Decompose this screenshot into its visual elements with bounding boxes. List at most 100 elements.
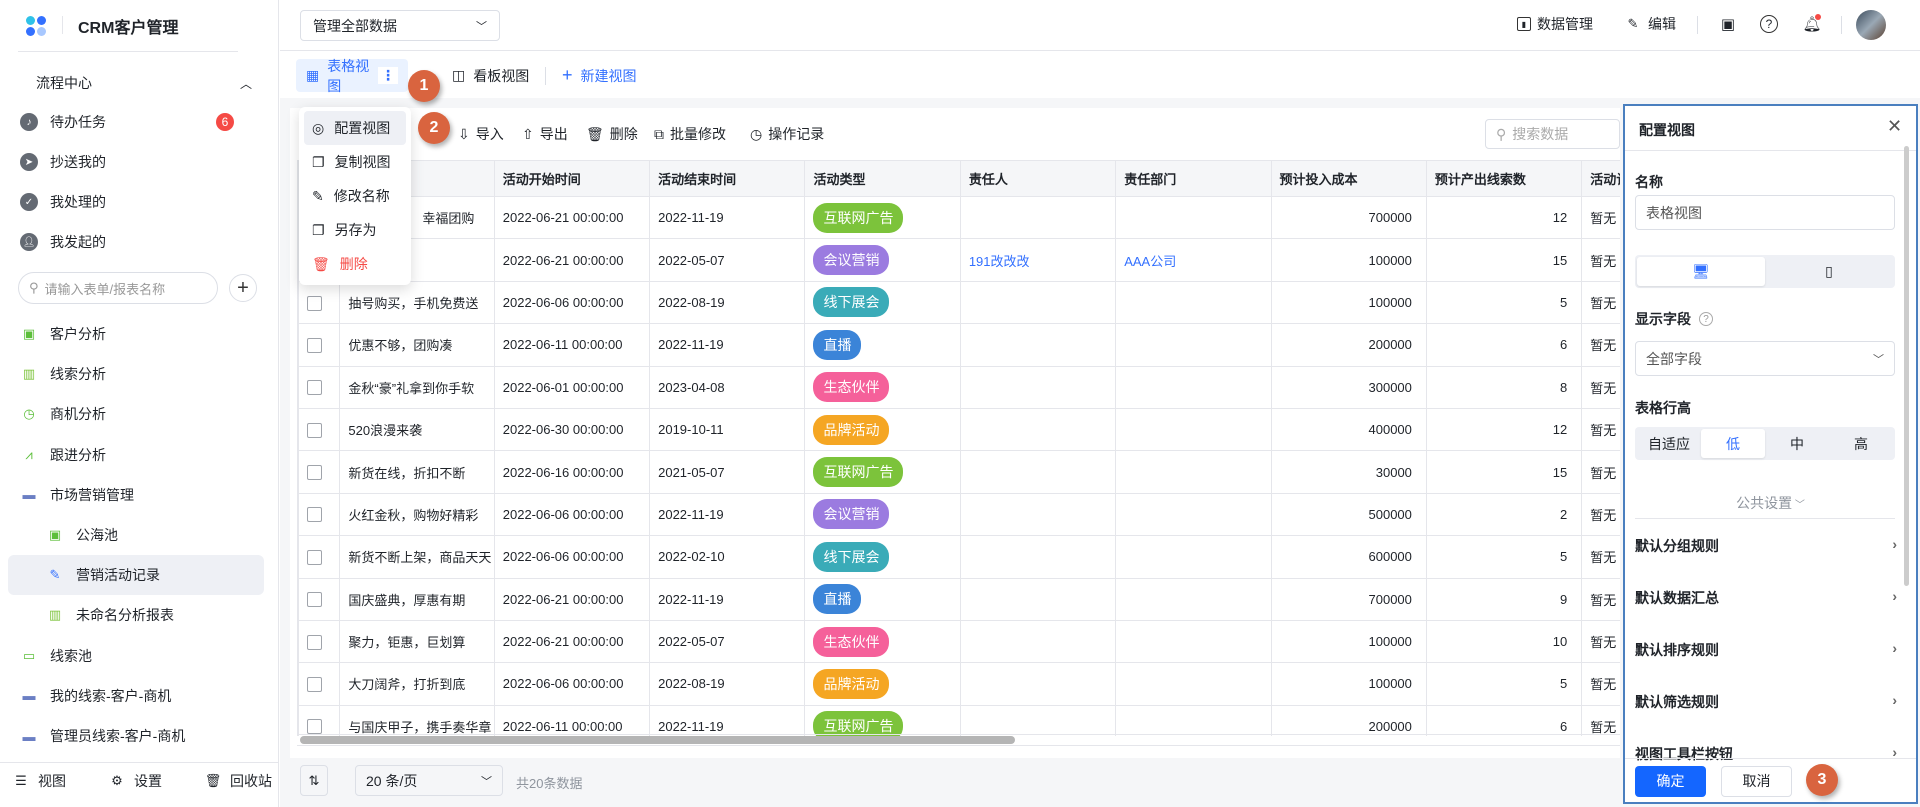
help-icon[interactable]: ? [1760,15,1778,33]
table-cell[interactable]: AAA公司 [1115,238,1272,282]
sidebar-item-task[interactable]: 👤︎ 我发起的 [18,224,264,260]
sidebar-item-task[interactable]: ✓ 我处理的 [18,184,264,220]
data-manage-button[interactable]: ▮ 数据管理 [1517,14,1593,34]
panel-scrollbar[interactable] [1904,146,1909,586]
column-header[interactable]: 预计投入成本 [1270,160,1427,197]
row-checkbox[interactable] [307,719,322,735]
table-row[interactable]: 优惠不够，团购凑 2022-06-11 00:00:00 2022-11-19 直播 2… [298,323,1620,367]
row-checkbox[interactable] [307,592,322,608]
rule-row[interactable]: 视图工具栏按钮 › [1635,744,1897,764]
rule-row[interactable]: 默认分组规则 › [1635,536,1897,556]
table-cell[interactable] [1115,577,1272,621]
sidebar-item[interactable]: ▬ 我的线索-客户-商机 [18,678,264,714]
sidebar-item[interactable]: ▣ 客户分析 [18,316,264,352]
row-height-option[interactable]: 中 [1790,435,1804,452]
cancel-button[interactable]: 取消 [1721,766,1792,797]
view-name-input[interactable]: 表格视图 [1635,195,1895,230]
recycle-bin-button[interactable]: 🗑 回收站 [204,771,272,791]
display-fields-select[interactable]: 全部字段 ﹀ [1635,341,1895,376]
settings-button[interactable]: ⚙ 设置 [108,771,162,791]
row-height-toggle-button[interactable]: ⇅ [300,765,328,796]
row-checkbox[interactable] [307,465,322,481]
menu-item-4[interactable]: 🗑︎ 删除 [304,247,406,281]
table-row[interactable]: 抽号购买，手机免费送 2022-06-06 00:00:00 2022-08-19 线… [298,280,1620,325]
menu-item-1[interactable]: ❐ 复制视图 [304,145,406,179]
table-cell[interactable] [959,365,1117,409]
rule-row[interactable]: 默认排序规则 › [1635,640,1897,660]
data-scope-select[interactable]: 管理全部数据 ﹀ [300,10,500,41]
row-checkbox[interactable] [307,380,322,396]
table-cell[interactable] [1115,492,1272,537]
export-button[interactable]: ⇧ 导出 [522,124,568,144]
horizontal-scrollbar-track[interactable] [297,734,1620,746]
row-checkbox[interactable] [307,507,322,523]
menu-item-0[interactable]: ◎ 配置视图 [304,111,406,145]
table-cell[interactable] [1115,619,1272,664]
table-cell[interactable] [959,407,1117,452]
tab-kanban-view[interactable]: ◫ 看板视图 [442,59,539,92]
rule-row[interactable]: 默认筛选规则 › [1635,692,1897,712]
column-header[interactable]: 活动计划 [1581,160,1620,197]
common-settings-toggle[interactable]: 公共设置 ﹀ [1625,493,1916,513]
operation-log-button[interactable]: ◷ 操作记录 [750,124,824,144]
confirm-button[interactable]: 确定 [1635,766,1706,797]
table-cell[interactable] [959,323,1117,367]
column-header[interactable]: 责任部门 [1115,160,1272,197]
table-cell[interactable] [959,450,1117,494]
view-button[interactable]: ☰ 视图 [12,771,66,791]
horizontal-scrollbar[interactable] [300,736,1015,744]
menu-item-3[interactable]: ❐ 另存为 [304,213,406,247]
sidebar-item[interactable]: ⩘ 跟进分析 [18,437,264,473]
row-checkbox[interactable] [307,295,322,311]
table-cell[interactable] [959,492,1117,537]
more-vertical-icon[interactable]: ⋮ [378,67,398,84]
table-row[interactable]: 幸福团购 2022-06-21 00:00:00 2022-11-19 互联网广告 70… [298,195,1620,240]
table-cell[interactable] [1115,662,1272,706]
table-cell[interactable] [1115,704,1272,736]
table-cell[interactable] [1115,280,1272,325]
sidebar-item[interactable]: ▣ 公海池 [44,517,264,553]
row-height-option[interactable]: 低 [1701,429,1765,458]
sidebar-item[interactable]: ▥ 未命名分析报表 [44,597,264,633]
table-row[interactable]: 大刀阔斧，打折到底 2022-06-06 00:00:00 2022-08-19 品牌… [298,662,1620,706]
row-checkbox[interactable] [307,337,322,353]
desktop-icon[interactable]: 🖥︎ [1637,257,1765,286]
column-header[interactable]: 活动结束时间 [649,160,806,197]
edit-button[interactable]: ✎ 编辑 [1624,14,1676,34]
page-size-select[interactable]: 20 条/页 ﹀ [355,765,503,796]
table-row[interactable]: 与国庆甲子，携手奏华章 2022-06-11 00:00:00 2022-11-19… [298,704,1620,736]
sidebar-item-task[interactable]: ➤ 抄送我的 [18,144,264,180]
table-row[interactable]: 国庆盛典，厚惠有期 2022-06-21 00:00:00 2022-11-19 直播… [298,577,1620,621]
new-view-button[interactable]: + 新建视图 [552,59,647,92]
notification-bell-icon[interactable]: 🔔︎ [1802,14,1822,33]
table-cell[interactable] [1115,195,1272,240]
contacts-icon[interactable]: ▣ [1720,16,1736,33]
table-row[interactable]: 新货在线，折扣不断 2022-06-16 00:00:00 2021-05-07 互联… [298,450,1620,494]
row-height-option[interactable]: 高 [1854,435,1868,452]
avatar[interactable] [1856,10,1886,40]
table-row[interactable]: 金秋“豪”礼拿到你手软 2022-06-01 00:00:00 2023-04-08… [298,365,1620,409]
sidebar-item[interactable]: ▬ 市场营销管理 [18,477,264,513]
sidebar-item[interactable]: ▬ 管理员线索-客户-商机 [18,718,264,754]
table-row[interactable]: 火红金秋，购物好精彩 2022-06-06 00:00:00 2022-11-19 会… [298,492,1620,537]
row-checkbox[interactable] [307,422,322,438]
add-button[interactable]: + [229,274,257,302]
table-cell[interactable] [1115,365,1272,409]
section-process-center[interactable]: 流程中心 ︿ [34,65,264,101]
table-cell[interactable] [959,704,1117,736]
row-checkbox[interactable] [307,634,322,650]
table-row[interactable]: 聚力，钜惠，巨划算 2022-06-21 00:00:00 2022-05-07 生态… [298,619,1620,664]
row-height-option[interactable]: 自适应 [1648,435,1690,452]
batch-edit-button[interactable]: ⧉ 批量修改 [654,124,726,144]
menu-item-2[interactable]: ✎ 修改名称 [304,179,406,213]
tab-table-view[interactable]: ▦ 表格视图 ⋮ [296,58,408,94]
table-cell[interactable] [959,577,1117,621]
table-cell[interactable]: 191改改改 [959,238,1117,282]
table-cell[interactable] [1115,535,1272,579]
table-cell[interactable] [959,619,1117,664]
table-cell[interactable] [1115,450,1272,494]
table-cell[interactable] [959,280,1117,325]
table-cell[interactable] [1115,407,1272,452]
table-row[interactable]: 520浪漫来袭 2022-06-30 00:00:00 2019-10-11 品牌活动… [298,407,1620,452]
table-row[interactable]: 2022-06-21 00:00:00 2022-05-07 会议营销 191改改改 A… [298,238,1620,282]
